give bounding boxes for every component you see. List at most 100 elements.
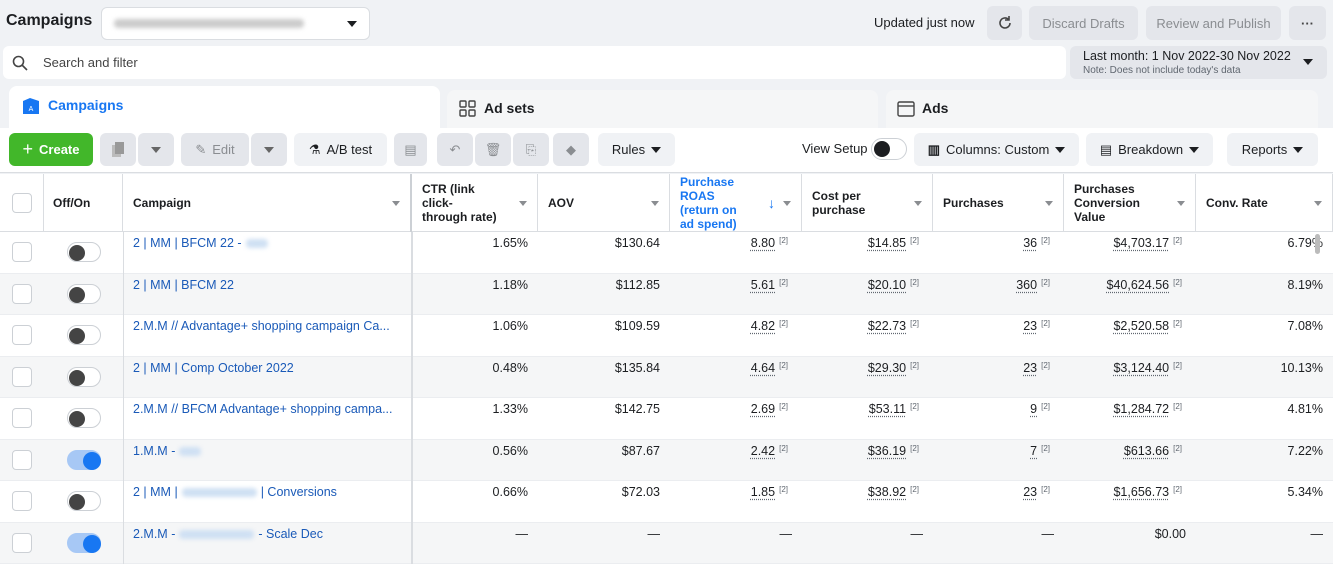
column-header[interactable]: Campaign bbox=[123, 174, 412, 232]
duplicate-button[interactable] bbox=[100, 133, 136, 166]
campaign-name[interactable]: 2 | MM | BFCM 22 - bbox=[123, 236, 412, 250]
columns-button[interactable]: ▥ Columns: Custom bbox=[914, 133, 1079, 166]
on-off-toggle[interactable] bbox=[67, 242, 101, 262]
reports-button[interactable]: Reports bbox=[1227, 133, 1318, 166]
rules-button[interactable]: Rules bbox=[598, 133, 675, 166]
toggle-knob bbox=[69, 328, 85, 344]
refresh-button[interactable] bbox=[987, 6, 1022, 40]
discard-drafts-button[interactable]: Discard Drafts bbox=[1029, 6, 1138, 40]
tag-button[interactable]: ◆ bbox=[553, 133, 589, 166]
preview-button[interactable]: ⎘ bbox=[513, 133, 549, 166]
view-setup-toggle[interactable] bbox=[871, 138, 907, 160]
on-off-toggle[interactable] bbox=[67, 325, 101, 345]
more-button[interactable]: ··· bbox=[1289, 6, 1326, 40]
metric-value: 9 bbox=[1030, 402, 1038, 416]
account-dropdown[interactable] bbox=[101, 7, 370, 40]
button-label: Reports bbox=[1241, 142, 1288, 157]
footnote: [2] bbox=[1173, 236, 1182, 245]
column-header[interactable]: AOV bbox=[538, 174, 670, 232]
review-publish-button[interactable]: Review and Publish bbox=[1146, 6, 1281, 40]
on-off-toggle[interactable] bbox=[67, 366, 101, 387]
row-checkbox[interactable] bbox=[12, 242, 32, 262]
row-checkbox[interactable] bbox=[12, 408, 32, 428]
column-header[interactable]: Conv. Rate bbox=[1196, 174, 1333, 232]
column-header[interactable]: Purchases Conversion Value bbox=[1064, 174, 1196, 232]
metric-value: $72.03 bbox=[621, 485, 660, 499]
column-header-label: Purchases Conversion Value bbox=[1074, 182, 1141, 224]
footnote: [2] bbox=[910, 277, 919, 287]
footnote: [2] bbox=[910, 485, 919, 494]
tab[interactable]: A Campaigns bbox=[9, 86, 440, 130]
column-header[interactable]: Purchase ROAS (return on ad spend) ↓ bbox=[670, 174, 802, 232]
metric-cell: 1.33% bbox=[412, 402, 538, 416]
toggle-knob bbox=[83, 534, 101, 553]
on-off-toggle[interactable] bbox=[67, 283, 101, 304]
campaign-name[interactable]: 2.M.M // BFCM Advantage+ shopping campa.… bbox=[123, 402, 412, 416]
metric-cell: 2.42 [2] bbox=[670, 444, 802, 458]
metric-cell: 4.64 [2] bbox=[670, 361, 802, 375]
tab[interactable]: Ad sets bbox=[447, 90, 878, 128]
create-button[interactable]: + Create bbox=[9, 133, 93, 166]
column-header-label: Off/On bbox=[53, 196, 91, 210]
metric-cell: 23 [2] bbox=[933, 361, 1064, 375]
footnote: [2] bbox=[1173, 443, 1182, 453]
on-off-toggle[interactable] bbox=[67, 491, 101, 511]
edit-menu[interactable] bbox=[251, 133, 287, 166]
select-all-checkbox[interactable] bbox=[12, 193, 32, 213]
row-checkbox[interactable] bbox=[12, 283, 32, 304]
column-header[interactable]: CTR (link click-through rate) bbox=[412, 174, 538, 232]
metric-cell: $14.85 [2] bbox=[802, 236, 933, 250]
metric-value: 4.64 bbox=[750, 360, 776, 375]
campaign-name[interactable]: 2 | MM | Comp October 2022 bbox=[123, 361, 412, 375]
row-checkbox[interactable] bbox=[12, 366, 32, 387]
edit-button[interactable]: ✎ Edit bbox=[181, 133, 249, 166]
search-placeholder: Search and filter bbox=[43, 55, 138, 70]
campaign-name[interactable]: 2 | MM | | Conversions bbox=[123, 485, 412, 499]
column-header[interactable]: Off/On bbox=[43, 174, 123, 232]
campaign-name[interactable]: 2.M.M - - Scale Dec bbox=[123, 527, 412, 541]
undo-button[interactable]: ↶ bbox=[437, 133, 473, 166]
date-range-picker[interactable]: Last month: 1 Nov 2022-30 Nov 2022 Note:… bbox=[1070, 46, 1327, 79]
on-off-toggle[interactable] bbox=[67, 449, 101, 470]
row-checkbox[interactable] bbox=[12, 532, 32, 553]
toggle-knob bbox=[69, 245, 85, 261]
on-off-toggle[interactable] bbox=[67, 408, 101, 428]
metric-value: 0.48% bbox=[492, 360, 528, 375]
delete-button[interactable]: 🗑 bbox=[475, 133, 511, 166]
duplicate-menu[interactable] bbox=[138, 133, 174, 166]
metric-value: 4.82 bbox=[750, 319, 776, 333]
date-note: Note: Does not include today's data bbox=[1083, 65, 1241, 76]
metric-value: 1.65% bbox=[492, 236, 528, 250]
breakdown-button[interactable]: ▤ Breakdown bbox=[1086, 133, 1213, 166]
metric-cell: $38.92 [2] bbox=[802, 485, 933, 499]
row-checkbox[interactable] bbox=[12, 325, 32, 345]
campaign-name[interactable]: 2 | MM | BFCM 22 bbox=[123, 278, 412, 292]
campaign-name-text: 2 | MM | Comp October 2022 bbox=[133, 360, 294, 375]
footnote: [2] bbox=[910, 236, 919, 245]
button-label: Columns: Custom bbox=[945, 142, 1050, 157]
footnote: [2] bbox=[1041, 443, 1050, 453]
column-header[interactable]: Cost per purchase bbox=[802, 174, 933, 232]
tab[interactable]: Ads bbox=[886, 90, 1318, 128]
clipboard-button[interactable]: ▤ bbox=[394, 133, 427, 166]
redacted bbox=[181, 488, 257, 498]
footnote: [2] bbox=[910, 402, 919, 411]
column-divider bbox=[411, 232, 413, 274]
redacted bbox=[179, 446, 202, 456]
campaign-name[interactable]: 1.M.M - bbox=[123, 444, 412, 458]
on-off-toggle[interactable] bbox=[67, 532, 101, 553]
metric-value: 2.42 bbox=[750, 443, 776, 458]
search-bar[interactable]: Search and filter bbox=[3, 46, 1066, 79]
column-header[interactable]: Purchases bbox=[933, 174, 1064, 232]
metric-cell: 23 [2] bbox=[933, 319, 1064, 333]
ab-test-button[interactable]: ⚗ A/B test bbox=[294, 133, 387, 166]
campaign-name[interactable]: 2.M.M // Advantage+ shopping campaign Ca… bbox=[123, 319, 412, 333]
footnote: [2] bbox=[1041, 236, 1050, 245]
metric-value: $87.67 bbox=[621, 443, 660, 458]
row-checkbox[interactable] bbox=[12, 449, 32, 470]
metric-cell: $29.30 [2] bbox=[802, 361, 933, 375]
row-checkbox[interactable] bbox=[12, 491, 32, 511]
metric-value: $14.85 bbox=[867, 236, 907, 250]
metric-value: 36 bbox=[1023, 236, 1038, 250]
column-header-label: Campaign bbox=[133, 196, 192, 210]
